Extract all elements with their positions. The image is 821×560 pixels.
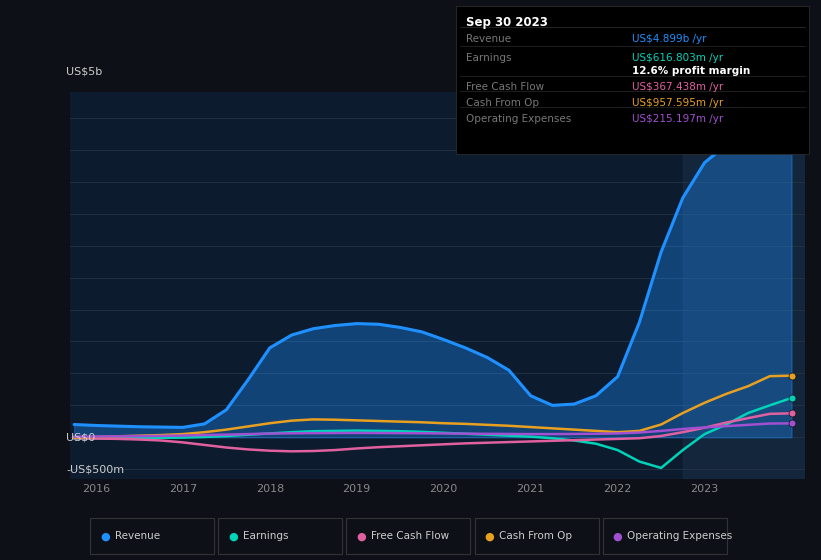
Text: -US$500m: -US$500m xyxy=(67,464,124,474)
Text: US$616.803m /yr: US$616.803m /yr xyxy=(632,53,723,63)
Text: Free Cash Flow: Free Cash Flow xyxy=(466,82,544,92)
Text: 12.6% profit margin: 12.6% profit margin xyxy=(632,66,750,76)
Text: US$4.899b /yr: US$4.899b /yr xyxy=(632,34,707,44)
Text: Revenue: Revenue xyxy=(115,531,160,541)
Text: US$957.595m /yr: US$957.595m /yr xyxy=(632,98,723,108)
Text: Free Cash Flow: Free Cash Flow xyxy=(371,531,449,541)
Text: ●: ● xyxy=(228,531,238,541)
Bar xyxy=(683,92,805,479)
Text: Earnings: Earnings xyxy=(466,53,511,63)
Text: Revenue: Revenue xyxy=(466,34,511,44)
Text: Earnings: Earnings xyxy=(243,531,288,541)
Text: Sep 30 2023: Sep 30 2023 xyxy=(466,16,548,29)
Text: ●: ● xyxy=(356,531,366,541)
Text: US$5b: US$5b xyxy=(67,67,103,77)
Text: Cash From Op: Cash From Op xyxy=(466,98,539,108)
Text: Operating Expenses: Operating Expenses xyxy=(627,531,732,541)
Text: US$0: US$0 xyxy=(67,432,95,442)
Text: ●: ● xyxy=(612,531,622,541)
Text: ●: ● xyxy=(484,531,494,541)
Text: US$367.438m /yr: US$367.438m /yr xyxy=(632,82,723,92)
Text: ●: ● xyxy=(100,531,110,541)
Text: Operating Expenses: Operating Expenses xyxy=(466,114,571,124)
Text: Cash From Op: Cash From Op xyxy=(499,531,572,541)
Text: US$215.197m /yr: US$215.197m /yr xyxy=(632,114,723,124)
